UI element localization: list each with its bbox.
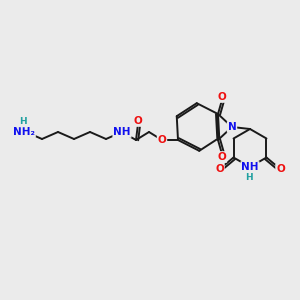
Text: H: H <box>245 172 253 182</box>
Text: O: O <box>218 92 226 102</box>
Text: O: O <box>134 116 142 126</box>
Text: N: N <box>228 122 236 132</box>
Text: O: O <box>218 152 226 162</box>
Text: H: H <box>19 118 27 127</box>
Text: O: O <box>276 164 285 175</box>
Text: NH₂: NH₂ <box>13 127 35 137</box>
Text: NH: NH <box>241 162 259 172</box>
Text: O: O <box>215 164 224 175</box>
Text: NH: NH <box>113 127 131 137</box>
Text: O: O <box>158 135 166 145</box>
